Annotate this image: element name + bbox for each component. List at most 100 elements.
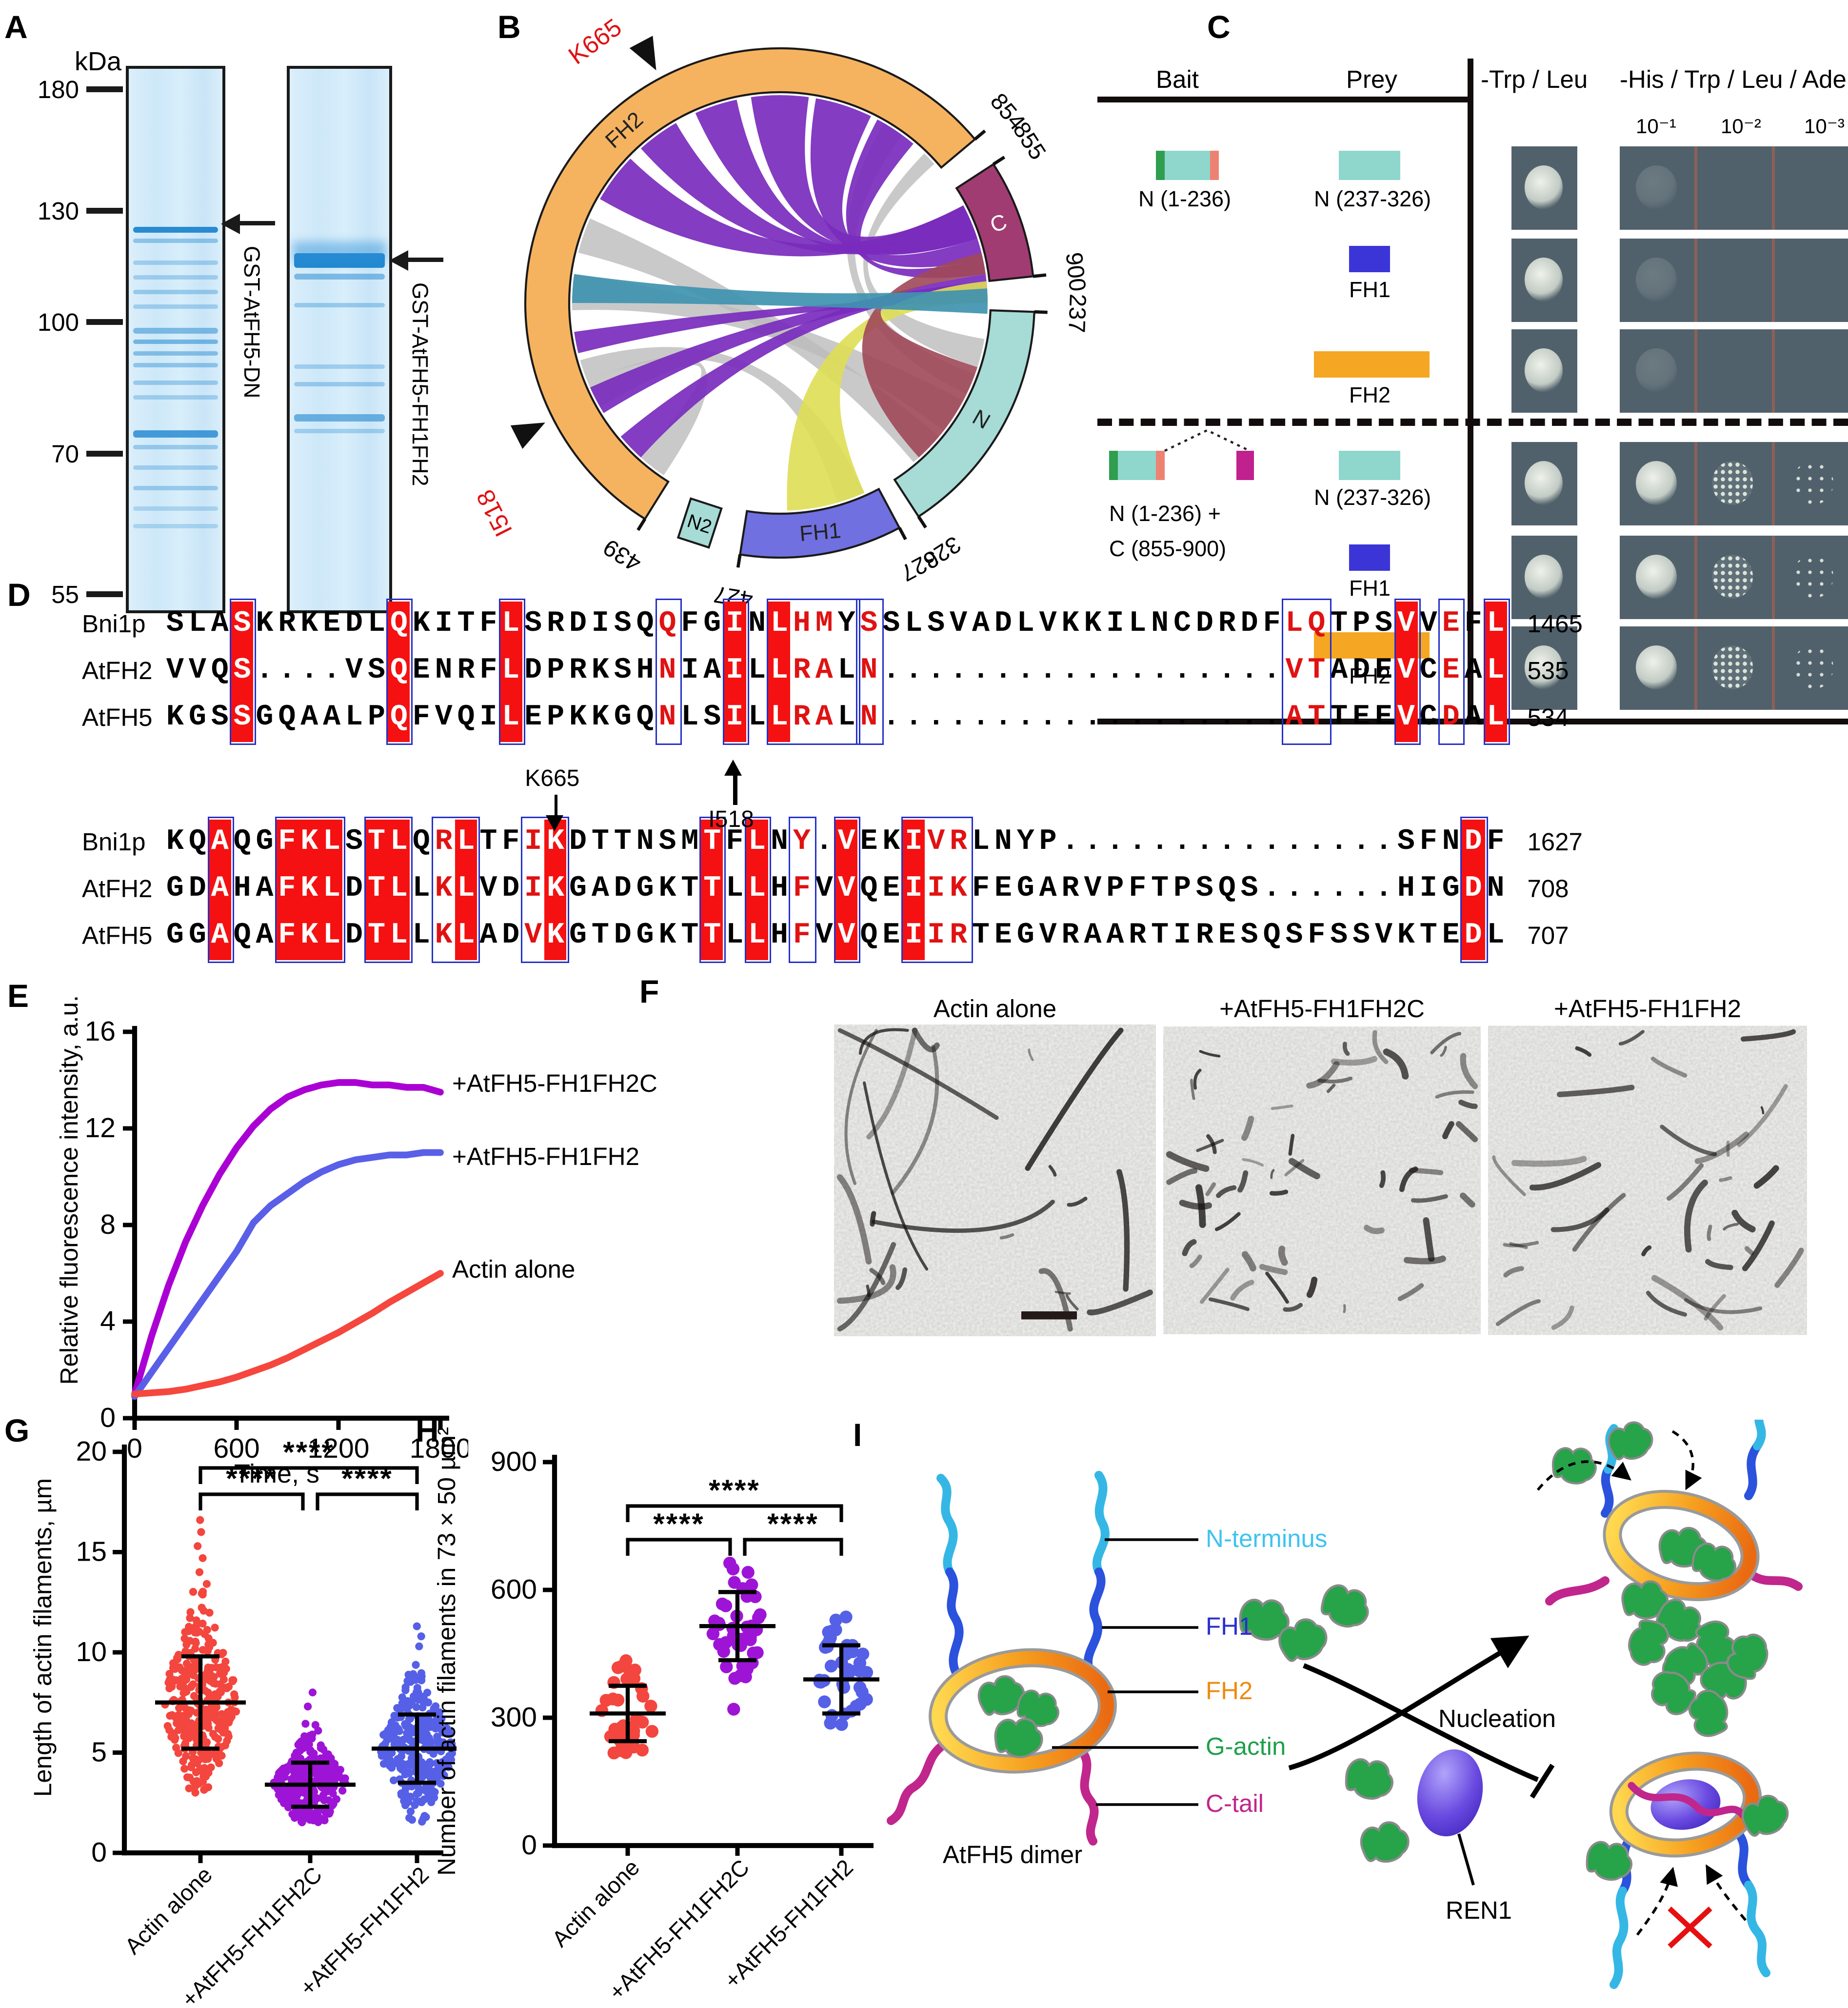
gel-band: [133, 275, 218, 279]
squiggle-#2a52dd: [1744, 1442, 1762, 1500]
residue: L: [768, 602, 791, 648]
residue: V: [835, 866, 858, 913]
residue: .: [1084, 701, 1102, 735]
residue: F: [793, 872, 811, 906]
significance-stars: ****: [767, 1507, 818, 1540]
interaction-ribbon: [846, 119, 986, 278]
residue: S: [860, 607, 878, 641]
residue: M: [681, 825, 699, 859]
residue: E: [860, 825, 878, 859]
residue: S: [524, 607, 542, 641]
residue: L: [1487, 919, 1505, 953]
residue: D: [188, 872, 206, 906]
plate-separator: [1772, 329, 1775, 413]
gel-band: [133, 506, 218, 510]
residue: V: [835, 913, 858, 960]
residue: E: [1218, 919, 1236, 953]
residue: L: [320, 866, 343, 913]
residue: E: [882, 919, 900, 953]
yeast-spot-solid: [1636, 645, 1677, 689]
residue: Q: [1218, 872, 1236, 906]
plate-separator: [1772, 442, 1775, 525]
nucleation-arrow: [1288, 1635, 1530, 1770]
gel1-arrow: [237, 221, 275, 225]
residue: .: [1195, 701, 1213, 735]
residue: S: [614, 654, 632, 688]
panel-e-label: E: [7, 978, 29, 1014]
residue: T: [1330, 607, 1348, 641]
ladder-70: 70: [51, 441, 79, 468]
bait2-body: [1118, 451, 1156, 480]
yeast-spot-faint: [1636, 258, 1677, 301]
residue: I: [723, 648, 746, 695]
y-tick-label: 600: [491, 1574, 537, 1605]
residue: F: [793, 919, 811, 953]
residue: L: [499, 648, 522, 695]
residue: .: [1285, 872, 1303, 906]
yeast-spot-speckle: [1712, 645, 1753, 689]
gel-band: [133, 261, 218, 265]
scale-bar: [1021, 1311, 1077, 1320]
residue-arrowhead-icon: [510, 422, 545, 449]
residue: .: [278, 654, 296, 688]
alignment-seq-name: AtFH2: [82, 657, 153, 685]
y-tick-label: 15: [76, 1536, 107, 1567]
residue: .: [1039, 654, 1057, 688]
residue: A: [1464, 654, 1482, 688]
residue: D: [569, 825, 587, 859]
gel-band: [133, 290, 218, 294]
residue: E: [1442, 607, 1460, 641]
residue: .: [1218, 701, 1236, 735]
squiggle-#2a52dd: [1601, 1465, 1614, 1518]
plate-separator: [1694, 442, 1697, 525]
residue: K: [882, 825, 900, 859]
residue: E: [994, 872, 1012, 906]
residue-k665-label: K665: [563, 13, 627, 70]
formin-dimer-ring: [1603, 1489, 1760, 1602]
bottom-rule: [1097, 719, 1848, 724]
residue: I: [435, 607, 453, 641]
residue: F: [1487, 825, 1505, 859]
inhibition-line: [1303, 1663, 1539, 1782]
ren1-protein: [1417, 1749, 1483, 1837]
prey-fh1-bar-2: [1349, 544, 1390, 571]
dilution-2: 10⁻²: [1721, 114, 1761, 138]
significance-bracket: [626, 1504, 843, 1522]
formin-dimer-ring: [1609, 1751, 1762, 1858]
residue: Q: [636, 701, 654, 735]
prey-fh2-label-2: FH2: [1349, 664, 1391, 689]
residue: Q: [1263, 919, 1281, 953]
filaments: [836, 1027, 1153, 1332]
i518-arrowhead-icon: [724, 760, 742, 776]
residue: V: [1419, 607, 1437, 641]
bait-bottom-label-1: N (1-236) +: [1109, 502, 1221, 527]
residue: A: [1039, 872, 1057, 906]
residue: L: [1016, 607, 1034, 641]
yeast-spot-sparse: [1792, 461, 1833, 505]
residue: R: [793, 654, 811, 688]
residue: Q: [860, 919, 878, 953]
e-y-tick-label: 16: [85, 1016, 116, 1047]
residue: Y: [793, 825, 811, 859]
prey-fh2-bar: [1314, 351, 1430, 378]
residue: F: [412, 701, 430, 735]
ladder-tick: [86, 208, 123, 214]
plate-trp-leu: [1511, 536, 1577, 619]
outlier-point: [413, 1622, 421, 1630]
residue: .: [1330, 872, 1348, 906]
residue: S: [658, 825, 676, 859]
residue: T: [365, 866, 388, 913]
e-y-tick-label: 0: [100, 1402, 116, 1433]
residue: L: [387, 913, 410, 960]
column-divider: [1468, 59, 1473, 722]
residue: I: [1173, 919, 1192, 953]
gel-band: [294, 414, 385, 422]
residue: F: [1308, 919, 1326, 953]
residue: F: [502, 825, 520, 859]
plate-his-trp-leu-ade: [1620, 146, 1848, 230]
residue: S: [1352, 919, 1371, 953]
yeast-spot-solid: [1636, 555, 1677, 599]
residue: D: [345, 872, 363, 906]
squiggle-#35b7e5: [1753, 1420, 1766, 1450]
significance-bracket: [199, 1466, 419, 1484]
